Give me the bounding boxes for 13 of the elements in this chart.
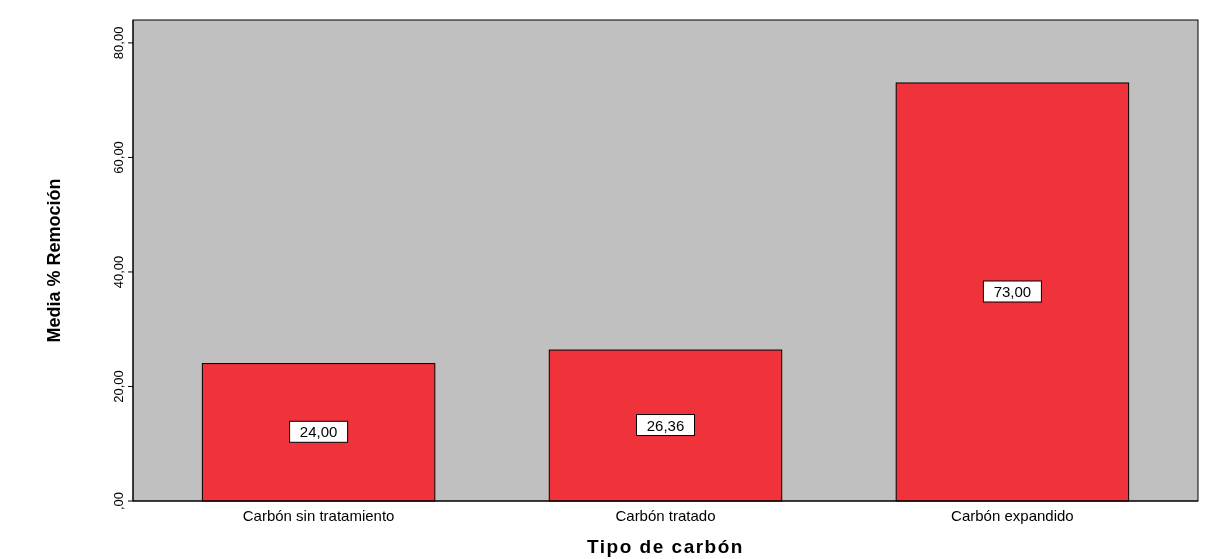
y-tick-label: ,00 (111, 491, 126, 511)
y-tick-label: 40,00 (111, 255, 126, 289)
data-label: 26,36 (646, 416, 685, 434)
y-tick-label: 80,00 (111, 26, 126, 60)
x-tick-label: Carbón sin tratamiento (242, 507, 395, 524)
data-label: 73,00 (993, 282, 1032, 300)
x-tick-label: Carbón tratado (615, 507, 716, 524)
y-tick-label: 60,00 (111, 141, 126, 174)
y-tick-label: 20,00 (111, 370, 126, 403)
x-axis-title: Tipo de carbón (587, 536, 744, 557)
y-axis-title: Media % Remoción (44, 178, 64, 343)
x-tick-label: Carbón expandido (951, 507, 1074, 524)
data-label: 24,00 (299, 423, 338, 441)
